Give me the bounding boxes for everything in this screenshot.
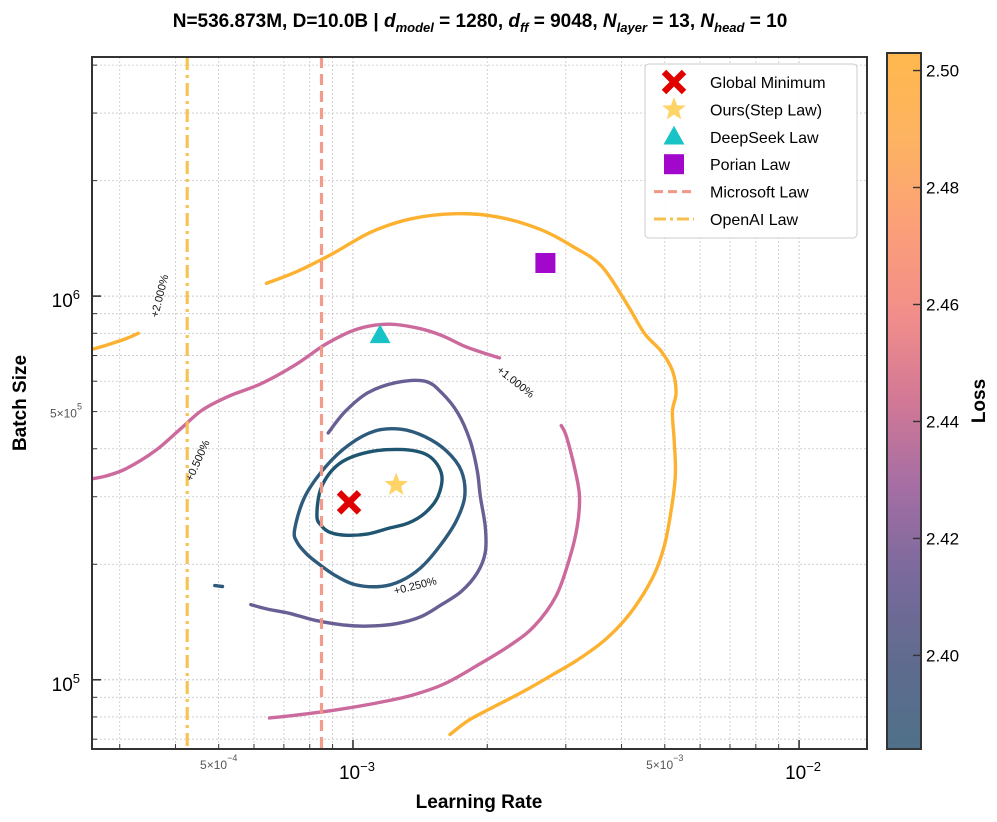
legend-marker — [664, 154, 684, 175]
x-tick-label: 10−2 — [785, 759, 821, 784]
contour-line — [264, 211, 678, 737]
contour-line — [92, 322, 502, 481]
colorbar-tick-label: 2.46 — [926, 295, 959, 314]
y-tick-label: 106 — [52, 287, 80, 312]
title-param-symbol: N — [603, 11, 618, 32]
legend-label: Microsoft Law — [710, 185, 809, 202]
title-param-value: = 10 — [744, 11, 787, 32]
tick-exponent: −2 — [806, 759, 821, 774]
contour-label: +0.250% — [393, 575, 439, 597]
legend-marker — [663, 125, 685, 145]
legend-marker — [661, 69, 687, 95]
x-stroke — [336, 490, 362, 515]
tick-base: 10 — [214, 758, 228, 772]
y-tick-label: 105 — [52, 671, 80, 696]
title-param-subscript: ff — [520, 20, 530, 35]
contour-line — [315, 447, 444, 538]
contour-label: +0.500% — [184, 438, 213, 483]
colorbar-tick-label: 2.50 — [926, 62, 959, 81]
x-axis-label: Learning Rate — [416, 792, 543, 813]
tick-base: 10 — [52, 675, 73, 696]
x-tick-label-minor: 5×10−4 — [200, 753, 237, 772]
colorbar-tick-label: 2.44 — [926, 412, 959, 431]
title-param-symbol: d — [384, 11, 396, 32]
colorbar-tick-label: 2.42 — [926, 529, 959, 548]
markers — [336, 252, 556, 515]
title-prefix: N=536.873M, D=10.0B | — [173, 11, 384, 32]
tick-base: 10 — [785, 763, 806, 784]
tick-exponent: −4 — [227, 753, 237, 763]
x-tick-label-minor: 5×10−3 — [646, 753, 683, 772]
contour-line — [249, 378, 488, 628]
title-param-value: = 9048, — [528, 11, 602, 32]
tick-mantissa: 5× — [646, 758, 660, 772]
marker-global-minimum — [336, 490, 362, 515]
marker-porian-law — [535, 252, 556, 273]
tick-base: 10 — [64, 407, 78, 421]
tick-exponent: 5 — [73, 671, 80, 686]
contour-line — [267, 423, 582, 720]
tick-mantissa: 5× — [50, 407, 64, 421]
title-param-subscript: model — [396, 20, 435, 35]
title-param-subscript: layer — [617, 20, 648, 35]
contour-label: +1.000% — [494, 364, 536, 401]
title-param-subscript: head — [714, 20, 745, 35]
y-tick-label-minor: 5×105 — [50, 402, 82, 421]
contour-labels: +2.000%+1.000%+0.500%+0.250% — [149, 273, 536, 597]
x-stroke — [661, 69, 687, 95]
tick-mantissa: 5× — [200, 758, 214, 772]
legend-box — [644, 63, 858, 239]
reference-lines — [185, 57, 324, 749]
marker-ours-step-law — [384, 472, 408, 495]
legend-label: Global Minimum — [710, 75, 826, 92]
legend-label: Ours(Step Law) — [710, 102, 822, 119]
grid — [92, 57, 867, 749]
title-param-value: = 1280, — [434, 11, 508, 32]
contour-line — [213, 583, 225, 589]
tick-base: 10 — [660, 758, 674, 772]
title-param-value: = 13, — [647, 11, 700, 32]
contour-line — [92, 331, 140, 351]
tick-exponent: −3 — [673, 753, 683, 763]
tick-base: 10 — [339, 763, 360, 784]
tick-exponent: 6 — [73, 287, 80, 302]
legend-label: DeepSeek Law — [710, 130, 819, 147]
contour-line — [292, 426, 467, 589]
legend: Global Minimum Ours(Step Law) DeepSeek Law… — [644, 63, 858, 239]
title-param-symbol: N — [700, 11, 715, 32]
colorbar: 2.40 2.42 2.44 2.46 2.48 2.50 Loss — [886, 52, 990, 750]
legend-label: OpenAI Law — [710, 212, 799, 229]
legend-marker — [662, 97, 686, 120]
colorbar-tick-label: 2.48 — [926, 179, 959, 198]
title-param-symbol: d — [508, 11, 520, 32]
tick-exponent: −3 — [360, 759, 375, 774]
tick-base: 10 — [52, 291, 73, 312]
colorbar-bar — [886, 52, 922, 750]
y-axis-label: Batch Size — [10, 355, 31, 451]
chart-title: N=536.873M, D=10.0B | dmodel = 1280, dff… — [173, 11, 788, 35]
marker-deepseek-law — [369, 324, 391, 344]
colorbar-tick-label: 2.40 — [926, 646, 959, 665]
plot-frame — [91, 56, 868, 750]
x-tick-label: 10−3 — [339, 759, 375, 784]
colorbar-label: Loss — [969, 379, 990, 423]
tick-exponent: 5 — [77, 402, 82, 412]
contours — [92, 211, 678, 737]
legend-label: Porian Law — [710, 157, 790, 174]
